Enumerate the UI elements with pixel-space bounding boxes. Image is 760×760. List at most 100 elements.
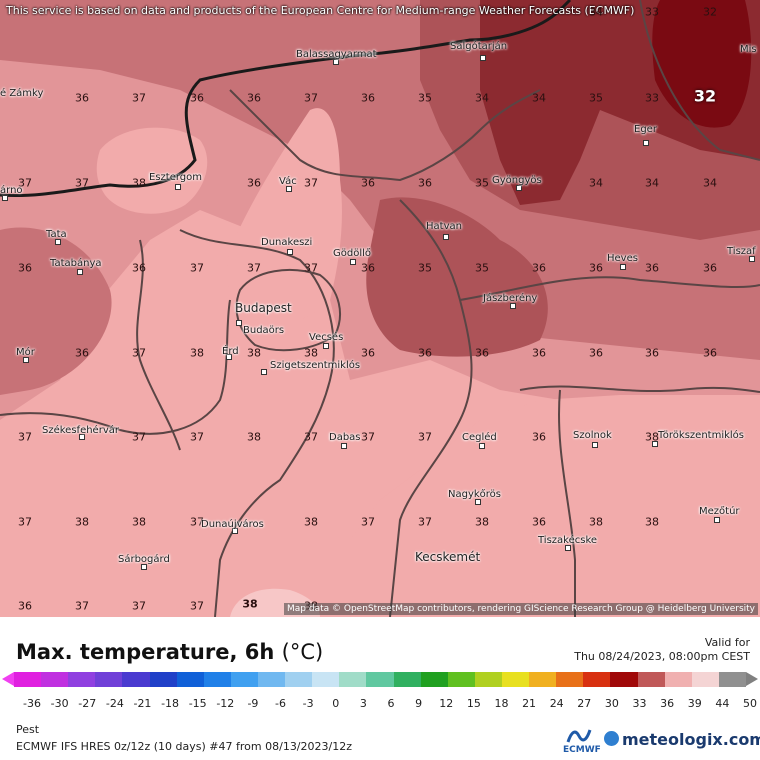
city-label[interactable]: Szigetszentmiklós [270, 360, 361, 371]
city-label[interactable]: Tatabánya [50, 258, 102, 269]
temp-label: 36 [361, 261, 375, 275]
colorbar-swatch [556, 672, 584, 687]
temp-label: 35 [475, 261, 489, 275]
city-label[interactable]: Sárbogárd [118, 554, 170, 565]
model-run-label: ECMWF IFS HRES 0z/12z (10 days) #47 from… [16, 740, 352, 753]
temp-label: 38 [645, 515, 659, 529]
meteologix-logo-text[interactable]: meteologix.com [622, 730, 760, 749]
border-county-5 [557, 389, 576, 617]
city-label[interactable]: Szolnok [573, 430, 612, 441]
temp-label: 36 [475, 346, 489, 360]
temp-label: 37 [75, 176, 89, 190]
temp-label: 32 [703, 5, 717, 19]
city-label[interactable]: Tiszaf [727, 246, 756, 257]
temp-label: 38 [645, 430, 659, 444]
city-label[interactable]: Dunaújváros [201, 519, 264, 530]
city-label[interactable]: Kecskemét [415, 550, 481, 564]
map-attribution[interactable]: Map data © OpenStreetMap contributors, r… [284, 603, 758, 615]
city-label[interactable]: Eger [634, 124, 657, 135]
city-label[interactable]: Érd [222, 346, 239, 357]
colorbar-tick-label: 27 [577, 697, 592, 710]
ecmwf-logo-text: ECMWF [563, 745, 601, 755]
city-label[interactable]: Mór [16, 347, 35, 358]
colorbar-swatch [501, 672, 530, 687]
temp-label: 37 [304, 430, 318, 444]
colorbar-swatch [474, 672, 502, 687]
temp-label: 37 [18, 176, 32, 190]
temp-label: 37 [18, 515, 32, 529]
city-marker [323, 343, 329, 349]
colorbar-swatch [393, 672, 421, 687]
chart-title: Max. temperature, 6h (°C) [16, 640, 323, 664]
city-marker [510, 303, 516, 309]
colorbar-tick-label: -36 [23, 697, 41, 710]
colorbar-tick-label: 6 [387, 697, 395, 710]
temp-label: 37 [361, 430, 375, 444]
colorbar-tick-label: 39 [687, 697, 702, 710]
temp-label: 37 [75, 599, 89, 613]
colorbar-swatch [637, 672, 665, 687]
city-marker [565, 545, 571, 551]
city-label[interactable]: Hatvan [426, 221, 462, 232]
city-label[interactable]: Vecsés [309, 332, 344, 343]
colorbar-swatch [312, 672, 340, 687]
city-marker [232, 528, 238, 534]
city-marker [443, 234, 449, 240]
city-marker [261, 369, 267, 375]
colorbar-swatch [257, 672, 286, 687]
colorbar-min-arrow [2, 672, 14, 686]
band-35-center [366, 197, 548, 357]
city-label[interactable]: Jászberény [483, 293, 538, 304]
city-label[interactable]: Törökszentmiklós [658, 430, 745, 441]
city-label[interactable]: Budaörs [243, 325, 285, 336]
forecast-map[interactable]: This service is based on data and produc… [0, 0, 760, 617]
band-32 [652, 0, 752, 128]
border-county-3 [459, 276, 760, 301]
city-label[interactable]: Dunakeszi [261, 237, 313, 248]
colorbar-tick-label: -9 [247, 697, 259, 710]
city-marker [480, 55, 486, 61]
colorbar-swatch [420, 672, 448, 687]
band-36-west [0, 227, 112, 395]
temp-label: 36 [532, 430, 546, 444]
colorbar-swatch [68, 672, 96, 687]
temp-label: 38 [247, 430, 261, 444]
temp-label: 36 [703, 261, 717, 275]
city-label[interactable]: Gödöllő [333, 248, 372, 259]
temp-label: 37 [418, 515, 432, 529]
temp-label: 37 [132, 346, 146, 360]
colorbar-tick-label: 15 [466, 697, 481, 710]
colorbar-tick-label: -18 [161, 697, 180, 710]
city-label[interactable]: Székesfehérvár [42, 425, 119, 436]
temp-label: 33 [645, 5, 659, 19]
city-label[interactable]: Cegléd [462, 432, 497, 443]
city-label[interactable]: Mis [740, 44, 757, 55]
city-label[interactable]: Heves [607, 253, 638, 264]
city-marker [141, 564, 147, 570]
valid-time: Thu 08/24/2023, 08:00pm CEST [574, 650, 750, 663]
colorbar-tick-label: 0 [332, 697, 340, 710]
city-label[interactable]: Gyöngyös [492, 175, 542, 186]
city-marker [341, 443, 347, 449]
colorbar-swatch [149, 672, 177, 687]
colorbar-swatch [366, 672, 394, 687]
city-label[interactable]: Salgótarján [450, 41, 508, 52]
city-label[interactable]: Mezőtúr [699, 506, 740, 517]
city-label[interactable]: Tiszakécske [538, 535, 598, 546]
temp-label: 37 [132, 91, 146, 105]
band-38-south [350, 395, 760, 617]
city-label[interactable]: Tata [46, 229, 67, 240]
temp-label: 38 [190, 346, 204, 360]
city-label[interactable]: Nagykőrös [448, 489, 502, 500]
city-label[interactable]: Esztergom [149, 172, 202, 183]
temp-label: 37 [190, 599, 204, 613]
city-label[interactable]: Dabas [329, 432, 361, 443]
city-label[interactable]: Budapest [235, 301, 292, 315]
city-label[interactable]: é Zámky [0, 88, 44, 99]
colorbar-tick-label: 50 [743, 697, 757, 710]
city-label[interactable]: Vác [279, 176, 297, 187]
temp-label: 38 [475, 515, 489, 529]
city-label[interactable]: árno [0, 185, 23, 196]
temp-label-highlight: 32 [693, 86, 717, 106]
city-label[interactable]: Balassagyarmat [296, 49, 377, 60]
